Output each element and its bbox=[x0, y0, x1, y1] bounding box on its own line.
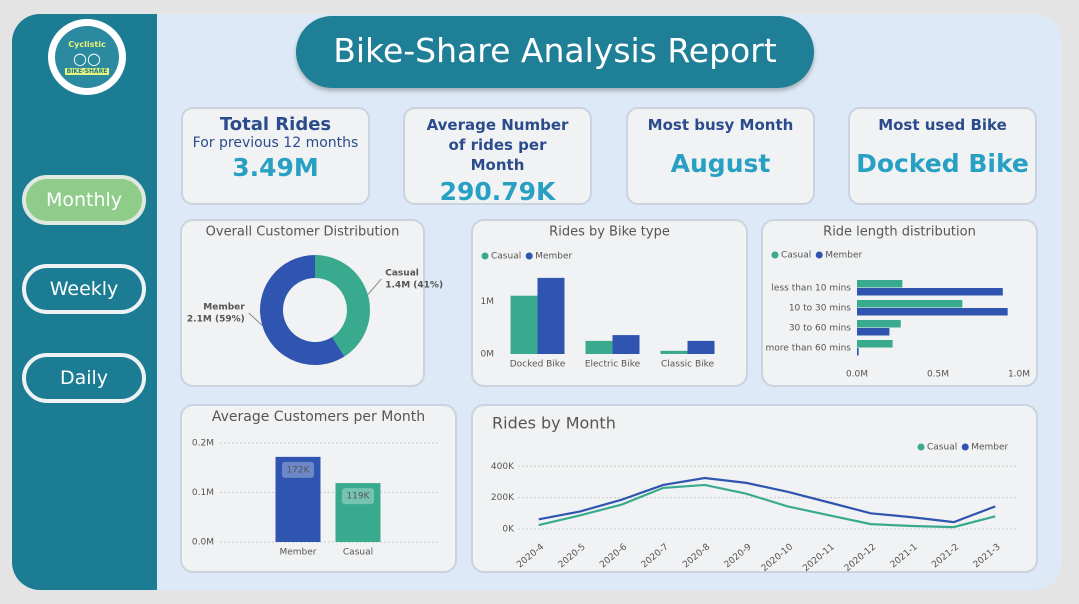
bar bbox=[857, 348, 859, 356]
legend-swatch bbox=[815, 251, 823, 259]
value-label: 172K bbox=[286, 465, 310, 475]
donut-slice bbox=[259, 255, 345, 365]
logo-top: Cyclistic bbox=[68, 40, 106, 49]
legend-label: Casual bbox=[781, 251, 811, 261]
kpi-value: 290.79K bbox=[439, 177, 556, 206]
bar bbox=[857, 280, 903, 288]
y-tick-label: 0.1M bbox=[192, 488, 214, 498]
y-tick-label: 0K bbox=[502, 525, 515, 535]
kpi-value: Docked Bike bbox=[856, 149, 1029, 178]
logo-bottom: BIKE-SHARE bbox=[65, 68, 109, 75]
y-tick-label: more than 60 mins bbox=[766, 344, 852, 354]
value-label-bg bbox=[342, 488, 374, 505]
value-label-bg bbox=[282, 461, 314, 478]
legend-swatch bbox=[525, 252, 533, 260]
chart-card bbox=[180, 219, 425, 387]
legend-swatch bbox=[917, 443, 925, 451]
legend-swatch bbox=[961, 443, 969, 451]
line bbox=[538, 483, 996, 529]
kpi-card: Most busy Month August bbox=[626, 107, 815, 205]
donut-slice bbox=[315, 255, 370, 357]
slice-label: Casual bbox=[385, 268, 419, 278]
x-tick-label: 1.0M bbox=[1008, 370, 1030, 380]
legend-label: Member bbox=[535, 252, 572, 262]
value-label: 119K bbox=[346, 492, 370, 502]
weekly-button[interactable]: Weekly bbox=[22, 264, 146, 314]
slice-value: 2.1M (59%) bbox=[187, 315, 245, 325]
legend-swatch bbox=[481, 252, 489, 260]
chart-card bbox=[471, 404, 1038, 573]
legend-label: Member bbox=[971, 443, 1008, 453]
x-tick-label: Casual bbox=[343, 548, 373, 558]
legend-label: Casual bbox=[491, 252, 521, 262]
y-tick-label: 400K bbox=[491, 462, 515, 472]
kpi-title: Total Rides bbox=[219, 114, 332, 135]
x-tick-label: Docked Bike bbox=[510, 360, 566, 370]
bar bbox=[510, 295, 538, 354]
line bbox=[538, 476, 996, 524]
logo-inner: Cyclistic ○○ BIKE-SHARE bbox=[55, 26, 119, 88]
x-tick-label: 0.0M bbox=[846, 370, 868, 380]
chart-title: Overall Customer Distribution bbox=[206, 225, 400, 240]
bar bbox=[687, 340, 715, 354]
report-title: Bike-Share Analysis Report bbox=[296, 16, 814, 88]
bar bbox=[612, 335, 640, 354]
bar bbox=[857, 340, 893, 348]
bar bbox=[275, 456, 321, 542]
legend-swatch bbox=[771, 251, 779, 259]
kpi-value: August bbox=[670, 149, 771, 178]
y-tick-label: 0M bbox=[481, 350, 495, 360]
kpi-subtitle: For previous 12 months bbox=[192, 135, 359, 151]
bar bbox=[857, 328, 890, 336]
daily-button[interactable]: Daily bbox=[22, 353, 146, 403]
logo-icon: ○○ bbox=[73, 49, 101, 68]
x-tick-label: Electric Bike bbox=[585, 360, 641, 370]
monthly-button[interactable]: Monthly bbox=[22, 175, 146, 225]
x-tick-label: Member bbox=[279, 548, 316, 558]
chart-title: Average Customers per Month bbox=[212, 409, 425, 425]
leader-line bbox=[248, 312, 263, 326]
chart-title: Rides by Bike type bbox=[549, 225, 670, 240]
x-tick-label: 0.5M bbox=[927, 370, 949, 380]
kpi-title: Average Number of rides per Month bbox=[426, 116, 569, 174]
y-tick-label: 200K bbox=[491, 493, 515, 503]
leader-line bbox=[367, 278, 382, 295]
bar bbox=[857, 300, 963, 308]
bar bbox=[537, 277, 565, 354]
y-tick-label: 10 to 30 mins bbox=[789, 304, 851, 314]
slice-label: Member bbox=[203, 303, 245, 313]
legend-label: Member bbox=[825, 251, 862, 261]
bar bbox=[335, 483, 381, 542]
kpi-card: Most used Bike Docked Bike bbox=[848, 107, 1037, 205]
y-tick-label: less than 10 mins bbox=[771, 284, 851, 294]
y-tick-label: 30 to 60 mins bbox=[789, 324, 851, 334]
bar bbox=[857, 288, 1003, 296]
kpi-title: Most busy Month bbox=[647, 116, 794, 134]
kpi-value: 3.49M bbox=[232, 153, 319, 182]
bar bbox=[660, 350, 688, 354]
chart-title: Ride length distribution bbox=[823, 225, 976, 240]
x-tick-label: Classic Bike bbox=[661, 360, 715, 370]
kpi-title: Most used Bike bbox=[878, 116, 1007, 134]
bar bbox=[857, 308, 1008, 316]
kpi-card: Total Rides For previous 12 months 3.49M bbox=[181, 107, 370, 205]
y-tick-label: 1M bbox=[481, 297, 495, 307]
kpi-card: Average Number of rides per Month 290.79… bbox=[403, 107, 592, 206]
chart-title: Rides by Month bbox=[492, 414, 616, 433]
bar bbox=[585, 340, 613, 354]
logo: Cyclistic ○○ BIKE-SHARE bbox=[48, 19, 126, 95]
y-tick-label: 0.0M bbox=[192, 538, 214, 548]
y-tick-label: 0.2M bbox=[192, 439, 214, 449]
bar bbox=[857, 320, 901, 328]
legend-label: Casual bbox=[927, 443, 957, 453]
slice-value: 1.4M (41%) bbox=[385, 280, 443, 290]
